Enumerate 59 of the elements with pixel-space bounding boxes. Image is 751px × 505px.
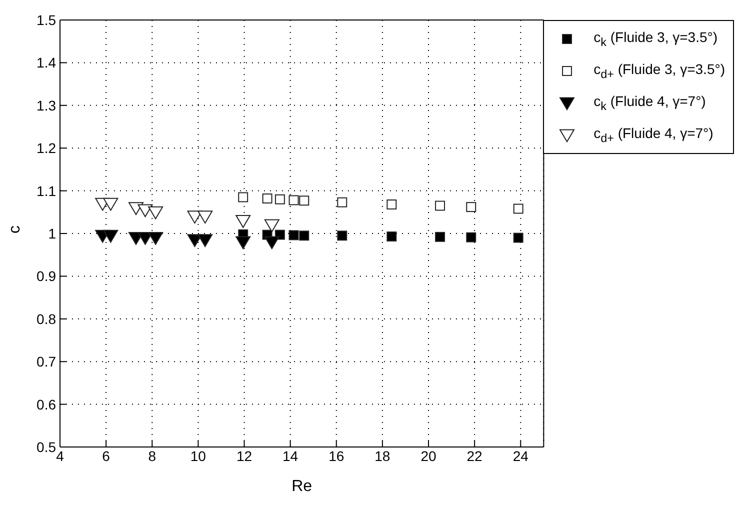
point bbox=[187, 234, 202, 248]
y-tick-label: 0.6 bbox=[36, 396, 56, 412]
y-tick-label: 0.5 bbox=[36, 438, 56, 455]
point bbox=[236, 236, 251, 250]
x-tick-label: 4 bbox=[56, 448, 64, 464]
x-tick-label: 8 bbox=[148, 448, 156, 464]
y-tick-label: 0.7 bbox=[36, 354, 56, 370]
point bbox=[103, 198, 118, 211]
point bbox=[288, 230, 299, 240]
point bbox=[288, 195, 299, 206]
x-tick-label: 24 bbox=[512, 448, 529, 464]
y-tick-label: 1.1 bbox=[36, 182, 56, 199]
point bbox=[198, 234, 213, 248]
point bbox=[337, 197, 348, 208]
y-tick-label: 0.8 bbox=[36, 310, 56, 327]
y-tick-label: 0.9 bbox=[36, 268, 56, 284]
point bbox=[103, 230, 118, 243]
point bbox=[187, 210, 202, 224]
point bbox=[238, 192, 248, 202]
point bbox=[466, 202, 476, 212]
point bbox=[386, 232, 397, 242]
y-tick-label: 1.4 bbox=[36, 54, 56, 71]
legend-label: c$_{d+}$ (Fluide 4, γ=7°) bbox=[594, 125, 714, 145]
point bbox=[138, 204, 153, 218]
point bbox=[264, 236, 280, 250]
point bbox=[299, 196, 310, 206]
y-tick-label: 1.5 bbox=[36, 12, 56, 28]
x-tick-label: 12 bbox=[236, 448, 252, 464]
x-tick-label: 22 bbox=[466, 448, 483, 464]
point bbox=[236, 214, 251, 228]
point bbox=[128, 202, 144, 216]
y-axis-title: c bbox=[6, 226, 24, 234]
point bbox=[337, 230, 348, 241]
point bbox=[148, 232, 164, 245]
point bbox=[435, 232, 445, 242]
y-tick-label: 1.2 bbox=[36, 140, 56, 156]
point bbox=[299, 230, 310, 241]
x-tick-label: 6 bbox=[102, 448, 110, 464]
point bbox=[262, 194, 272, 204]
x-tick-label: 14 bbox=[282, 448, 298, 464]
x-axis-title: Re bbox=[292, 478, 312, 495]
x-tick-label: 18 bbox=[374, 448, 390, 464]
y-tick-label: 1 bbox=[48, 225, 56, 242]
point bbox=[513, 232, 524, 243]
point bbox=[264, 219, 280, 232]
point bbox=[386, 199, 397, 210]
point bbox=[274, 194, 285, 204]
x-tick-label: 10 bbox=[190, 448, 206, 464]
point bbox=[198, 210, 213, 224]
point bbox=[466, 232, 476, 242]
legend-label: c$_{k}$ (Fluide 3, γ=3.5°) bbox=[594, 29, 718, 49]
y-tick-label: 1.3 bbox=[36, 97, 56, 114]
x-tick-label: 20 bbox=[420, 448, 436, 464]
point bbox=[513, 204, 524, 214]
x-tick-label: 16 bbox=[328, 448, 344, 464]
legend-label: c$_{k}$ (Fluide 4, γ=7°) bbox=[594, 93, 706, 113]
point bbox=[148, 206, 164, 220]
point bbox=[435, 200, 445, 211]
legend-label: c$_{d+}$ (Fluide 3, γ=3.5°) bbox=[594, 61, 725, 81]
